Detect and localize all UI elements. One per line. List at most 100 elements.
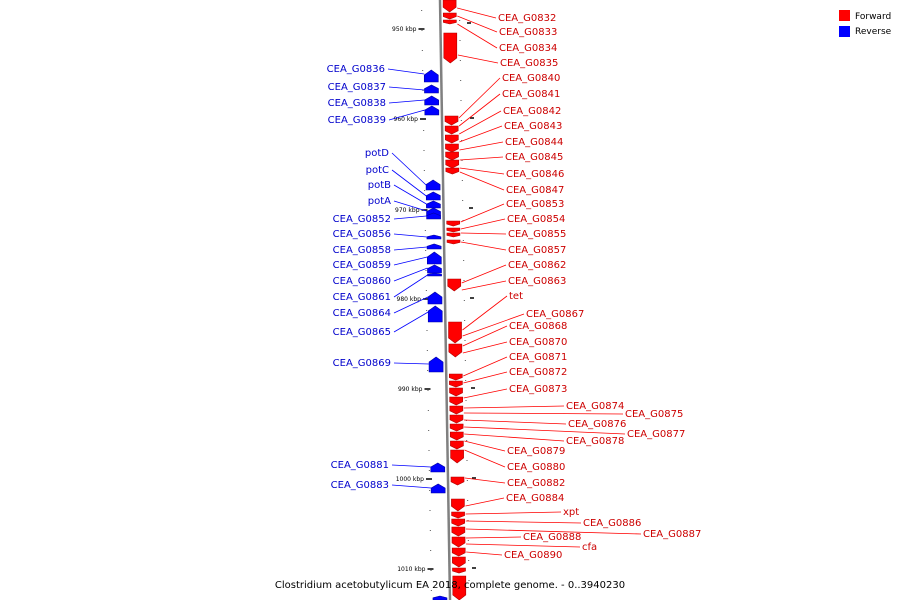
forward-gene-glyph (449, 380, 463, 388)
reverse-gene-glyph (425, 191, 441, 201)
forward-gene-label: CEA_G0876 (568, 419, 626, 430)
reverse-label-leader (393, 362, 430, 365)
forward-label-leader (457, 7, 497, 19)
forward-label-leader (463, 412, 624, 415)
forward-gene-labels: CEA_G0832 CEA_G0833 CEA_G0834 CEA_G0835 CEA_… (457, 7, 701, 561)
reverse-gene-glyph (427, 291, 443, 305)
minor-tick (468, 560, 470, 561)
minor-tick (421, 50, 423, 51)
forward-label-leader (463, 419, 567, 425)
forward-gene-label: CEA_G0844 (505, 137, 563, 148)
forward-label-leader (463, 405, 565, 409)
minor-tick (463, 280, 465, 281)
reverse-gene-glyph (432, 595, 448, 600)
reverse-gene-glyph (426, 212, 441, 220)
forward-label-leader (465, 528, 642, 535)
reverse-gene-glyph (424, 84, 439, 94)
reverse-gene-glyph (424, 105, 440, 116)
minor-tick (461, 140, 463, 141)
forward-gene-glyph (445, 143, 459, 153)
forward-label-leader (463, 371, 508, 384)
forward-gene-glyph (450, 476, 465, 486)
reverse-gene-glyph (430, 483, 446, 494)
forward-gene-glyph (446, 232, 461, 238)
minor-tick (427, 410, 429, 411)
reverse-gene-glyph (427, 272, 442, 277)
reverse-gene-label: CEA_G0839 (328, 115, 386, 126)
forward-gene-glyph (448, 321, 462, 344)
tick-label: 990 kbp (398, 386, 423, 393)
forward-gene-label: CEA_G0868 (509, 321, 567, 332)
forward-label-leader (464, 440, 506, 452)
reverse-gene-glyph (427, 264, 442, 274)
tick-label: 970 kbp (395, 207, 420, 214)
minor-tick (461, 160, 463, 161)
forward-label-leader (457, 23, 498, 49)
forward-gene-glyph (443, 32, 458, 64)
forward-label-leader (460, 232, 507, 235)
forward-gene-glyph (449, 396, 463, 406)
forward-gene-label: CEA_G0832 (498, 13, 556, 24)
forward-gene-glyph (452, 575, 467, 600)
reverse-label-leader (388, 99, 425, 104)
forward-gene-glyph (446, 227, 461, 233)
forward-gene-glyph (444, 115, 459, 126)
forward-label-leader (464, 449, 506, 468)
forward-label-leader (459, 125, 503, 143)
reverse-label-leader (391, 152, 427, 186)
minor-tick (427, 390, 429, 391)
reverse-gene-glyph (426, 234, 442, 240)
forward-gene-label: CEA_G0842 (503, 106, 561, 117)
minor-tick (425, 270, 427, 271)
forward-label-leader (462, 341, 508, 354)
axis-line (438, 0, 452, 600)
minor-tick (464, 340, 466, 341)
reverse-gene-glyph (423, 69, 439, 83)
forward-gene-glyph (445, 159, 460, 169)
forward-gene-label: CEA_G0877 (627, 429, 685, 440)
forward-gene-label: CEA_G0857 (508, 245, 566, 256)
minor-tick (459, 60, 461, 61)
forward-gene-glyph (445, 167, 460, 175)
reverse-gene-labels: CEA_G0836 CEA_G0837 CEA_G0838 CEA_G0839 potD… (327, 64, 432, 491)
reverse-gene-glyph (428, 356, 444, 373)
forward-gene-label: CEA_G0873 (509, 384, 567, 395)
legend: Forward Reverse (839, 10, 892, 37)
forward-label-leader (464, 426, 626, 435)
legend-reverse-label: Reverse (855, 27, 892, 37)
forward-gene-glyph (450, 449, 464, 464)
minor-tick (468, 580, 470, 581)
forward-gene-label: cfa (582, 542, 597, 553)
minor-tick (462, 240, 464, 241)
forward-label-leader (459, 167, 505, 175)
minor-tick (465, 420, 467, 421)
reverse-label-leader (391, 169, 427, 197)
minor-tick (425, 290, 427, 291)
forward-label-leader (459, 156, 504, 161)
minor-tick (428, 470, 430, 471)
forward-gene-label: CEA_G0862 (508, 260, 566, 271)
reverse-gene-glyph (425, 179, 441, 191)
minor-tick (460, 80, 462, 81)
forward-gene-glyph (451, 526, 466, 537)
forward-label-leader (457, 54, 499, 64)
minor-tick (462, 200, 464, 201)
forward-label-leader (464, 433, 565, 442)
reverse-gene-label: CEA_G0836 (327, 64, 385, 75)
reverse-label-leader (387, 68, 425, 75)
minor-tick (464, 320, 466, 321)
forward-gene-label: CEA_G0835 (500, 58, 558, 69)
reverse-gene-label: CEA_G0852 (333, 214, 391, 225)
minor-tick (466, 440, 468, 441)
forward-label-leader (465, 497, 505, 507)
forward-gene-glyph (447, 278, 462, 292)
reverse-label-leader (393, 311, 429, 333)
forward-label-leader (465, 536, 522, 539)
forward-label-leader (457, 15, 498, 33)
minor-tick (423, 170, 425, 171)
forward-label-leader (466, 551, 503, 556)
reverse-gene-label: CEA_G0838 (328, 98, 386, 109)
forward-gene-label: CEA_G0886 (583, 518, 641, 529)
forward-gene-label: CEA_G0884 (506, 493, 564, 504)
